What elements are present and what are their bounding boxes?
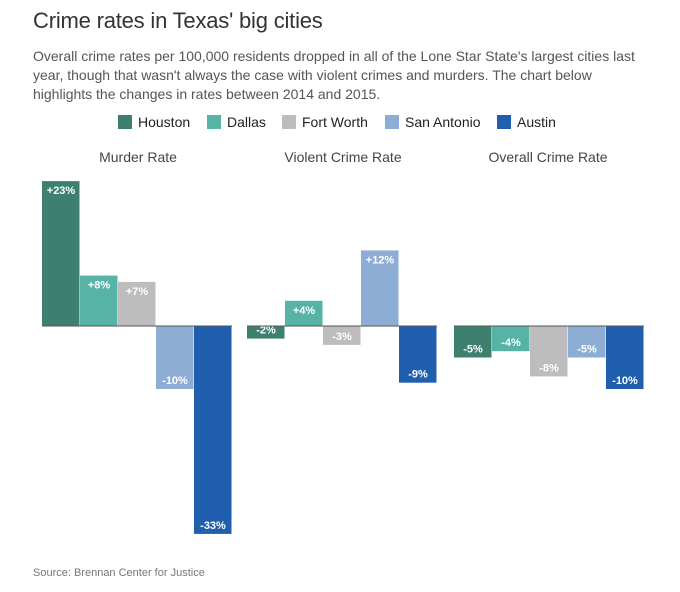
- panel-title-violent-crime-rate: Violent Crime Rate: [284, 149, 402, 165]
- bar-violent-crime-rate-fort-worth: [323, 326, 361, 345]
- data-label-violent-crime-rate-fort-worth: -3%: [332, 331, 352, 343]
- bar-overall-crime-rate-fort-worth: [530, 326, 568, 377]
- legend-item-san-antonio: San Antonio: [385, 114, 481, 130]
- panel-title-murder-rate: Murder Rate: [99, 149, 177, 165]
- bar-murder-rate-dallas: [80, 275, 118, 326]
- data-label-murder-rate-fort-worth: +7%: [126, 286, 149, 298]
- legend-item-austin: Austin: [497, 114, 556, 130]
- legend-label-houston: Houston: [138, 114, 191, 130]
- chart-title: Crime rates in Texas' big cities: [33, 8, 323, 33]
- legend-item-dallas: Dallas: [207, 114, 266, 130]
- legend-item-fort-worth: Fort Worth: [282, 114, 368, 130]
- legend-swatch-houston: [118, 115, 132, 129]
- bar-murder-rate-fort-worth: [118, 281, 156, 326]
- legend-swatch-fort-worth: [282, 115, 296, 129]
- bar-overall-crime-rate-san-antonio: [568, 326, 606, 358]
- bar-overall-crime-rate-houston: [454, 326, 492, 358]
- panel-title-overall-crime-rate: Overall Crime Rate: [488, 149, 608, 165]
- source-note: Source: Brennan Center for Justice: [33, 567, 205, 579]
- data-label-violent-crime-rate-houston: -2%: [256, 325, 276, 337]
- bar-overall-crime-rate-dallas: [492, 326, 530, 352]
- data-label-overall-crime-rate-dallas: -4%: [501, 337, 521, 349]
- bar-violent-crime-rate-dallas: [285, 300, 323, 326]
- legend-item-houston: Houston: [118, 114, 190, 130]
- legend-swatch-san-antonio: [385, 115, 399, 129]
- chart-description: Overall crime rates per 100,000 resident…: [33, 48, 635, 102]
- legend-swatch-austin: [497, 115, 511, 129]
- data-label-overall-crime-rate-san-antonio: -5%: [577, 344, 597, 356]
- data-label-murder-rate-san-antonio: -10%: [162, 375, 188, 387]
- legend-swatch-dallas: [207, 115, 221, 129]
- data-label-overall-crime-rate-fort-worth: -8%: [539, 362, 559, 374]
- bar-murder-rate-houston: [42, 181, 80, 326]
- data-label-murder-rate-houston: +23%: [47, 185, 76, 197]
- data-label-overall-crime-rate-austin: -10%: [612, 375, 638, 387]
- bar-violent-crime-rate-houston: [247, 326, 285, 339]
- data-label-violent-crime-rate-austin: -9%: [408, 369, 428, 381]
- legend-label-austin: Austin: [517, 114, 556, 130]
- legend-label-fort-worth: Fort Worth: [302, 114, 368, 130]
- bar-murder-rate-san-antonio: [156, 326, 194, 389]
- legend-label-dallas: Dallas: [227, 114, 266, 130]
- legend: Houston Dallas Fort Worth San Antonio Au…: [0, 114, 680, 136]
- bar-murder-rate-austin: [194, 326, 232, 534]
- data-label-murder-rate-dallas: +8%: [88, 280, 111, 292]
- bar-violent-crime-rate-san-antonio: [361, 250, 399, 326]
- data-label-violent-crime-rate-san-antonio: +12%: [366, 254, 395, 266]
- data-label-violent-crime-rate-dallas: +4%: [293, 305, 316, 317]
- bar-violent-crime-rate-austin: [399, 326, 437, 383]
- legend-label-san-antonio: San Antonio: [405, 114, 481, 130]
- data-label-overall-crime-rate-houston: -5%: [463, 344, 483, 356]
- bar-overall-crime-rate-austin: [606, 326, 644, 389]
- data-label-murder-rate-austin: -33%: [200, 520, 226, 532]
